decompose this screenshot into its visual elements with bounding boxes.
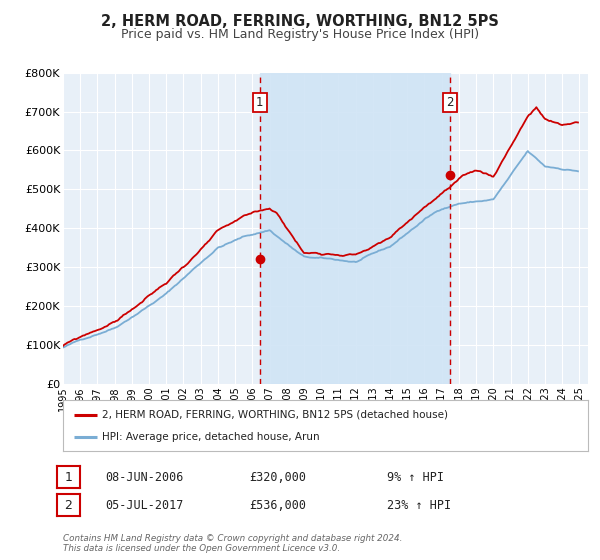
Text: HPI: Average price, detached house, Arun: HPI: Average price, detached house, Arun bbox=[103, 432, 320, 442]
Text: Contains HM Land Registry data © Crown copyright and database right 2024.
This d: Contains HM Land Registry data © Crown c… bbox=[63, 534, 403, 553]
Text: £536,000: £536,000 bbox=[249, 498, 306, 512]
Text: 1: 1 bbox=[64, 470, 73, 484]
Text: Price paid vs. HM Land Registry's House Price Index (HPI): Price paid vs. HM Land Registry's House … bbox=[121, 28, 479, 41]
Bar bbox=[260, 73, 450, 384]
Text: 08-JUN-2006: 08-JUN-2006 bbox=[105, 470, 184, 484]
Text: 23% ↑ HPI: 23% ↑ HPI bbox=[387, 498, 451, 512]
Text: 05-JUL-2017: 05-JUL-2017 bbox=[105, 498, 184, 512]
Text: 2: 2 bbox=[446, 96, 454, 109]
Text: 2: 2 bbox=[64, 498, 73, 512]
Text: 9% ↑ HPI: 9% ↑ HPI bbox=[387, 470, 444, 484]
Text: 1: 1 bbox=[256, 96, 263, 109]
Text: 2, HERM ROAD, FERRING, WORTHING, BN12 5PS (detached house): 2, HERM ROAD, FERRING, WORTHING, BN12 5P… bbox=[103, 409, 448, 419]
Text: 2, HERM ROAD, FERRING, WORTHING, BN12 5PS: 2, HERM ROAD, FERRING, WORTHING, BN12 5P… bbox=[101, 14, 499, 29]
Text: £320,000: £320,000 bbox=[249, 470, 306, 484]
